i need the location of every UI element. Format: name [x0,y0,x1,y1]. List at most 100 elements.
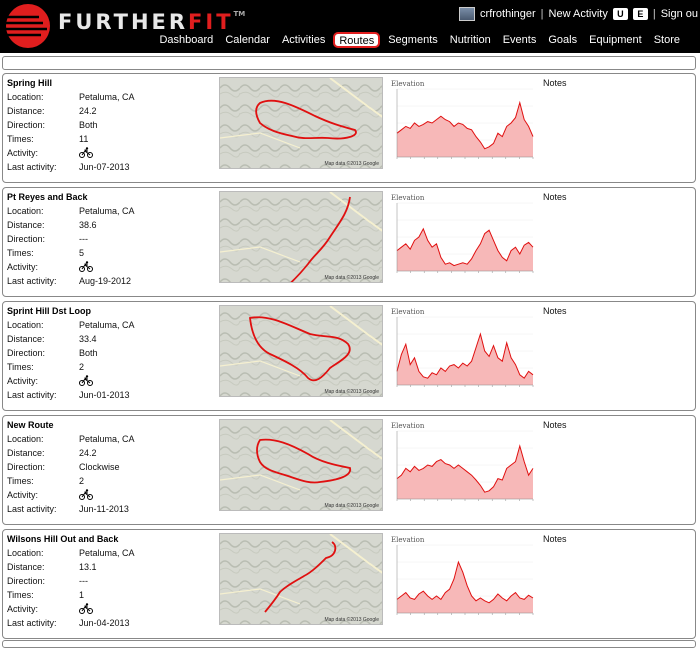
distance-label: Distance: [7,220,45,230]
last-activity-label: Last activity: [7,390,57,400]
route-name-link[interactable]: Wilsons Hill Out and Back [7,534,119,544]
route-card: Sprint Hill Dst Loop Location: Petaluma, C… [2,301,696,411]
route-name-link[interactable]: Pt Reyes and Back [7,192,88,202]
username-link[interactable]: crfrothinger [480,8,536,20]
nav-routes[interactable]: Routes [333,32,381,48]
bicycle-icon [79,375,93,386]
direction-value: --- [79,234,88,244]
last-activity-label: Last activity: [7,276,57,286]
direction-label: Direction: [7,462,46,472]
times-label: Times: [7,590,34,600]
times-value: 1 [79,590,85,600]
route-name-link[interactable]: New Route [7,420,54,430]
distance-label: Distance: [7,334,45,344]
map-credit: Map data ©2013 Google [324,161,379,167]
avatar[interactable] [459,7,476,21]
location-value: Petaluma, CA [79,320,135,330]
direction-value: Both [79,120,98,130]
top-header: FURTHERFITTM crfrothinger | New Activity… [0,0,700,53]
new-activity-link[interactable]: New Activity [548,8,608,20]
furtherfit-logo-icon[interactable] [3,3,53,49]
elevation-title: Elevation [391,80,425,88]
location-label: Location: [7,548,44,558]
direction-value: --- [79,576,88,586]
distance-label: Distance: [7,448,45,458]
route-name-link[interactable]: Sprint Hill Dst Loop [7,306,91,316]
route-map[interactable]: Map data ©2013 Google [219,305,383,397]
route-map[interactable]: Map data ©2013 Google [219,533,383,625]
notes-label: Notes [543,78,567,88]
nav-activities[interactable]: Activities [281,34,326,46]
brand-part-fit: FIT [188,10,234,34]
times-label: Times: [7,248,34,258]
location-label: Location: [7,92,44,102]
nav-calendar[interactable]: Calendar [225,34,270,46]
location-label: Location: [7,320,44,330]
map-credit: Map data ©2013 Google [324,275,379,281]
elevation-title: Elevation [391,308,425,316]
elevation-chart: Elevation [391,422,534,501]
direction-value: Both [79,348,98,358]
direction-label: Direction: [7,576,46,586]
last-activity-label: Last activity: [7,504,57,514]
direction-label: Direction: [7,234,46,244]
route-card: Spring Hill Location: Petaluma, CA Distance… [2,73,696,183]
nav-store[interactable]: Store [653,34,680,46]
nav-equipment[interactable]: Equipment [589,34,642,46]
last-activity-label: Last activity: [7,162,57,172]
trademark-mark: TM [233,10,246,18]
bicycle-icon [79,147,93,158]
elevation-chart: Elevation [391,536,534,615]
nav-goals[interactable]: Goals [548,34,578,46]
bicycle-icon [79,603,93,614]
direction-value: Clockwise [79,462,120,472]
elevation-chart: Elevation [391,308,534,387]
location-value: Petaluma, CA [79,92,135,102]
sign-out-link[interactable]: Sign ou [660,8,698,20]
location-value: Petaluma, CA [79,434,135,444]
activity-label: Activity: [7,490,39,500]
upload-u-button[interactable]: U [612,8,628,20]
direction-label: Direction: [7,348,46,358]
last-activity-label: Last activity: [7,618,57,628]
route-map[interactable]: Map data ©2013 Google [219,77,383,169]
bicycle-icon [79,489,93,500]
entry-e-button[interactable]: E [632,8,648,20]
times-label: Times: [7,362,34,372]
times-value: 2 [79,362,85,372]
distance-label: Distance: [7,562,45,572]
elevation-title: Elevation [391,422,425,430]
notes-label: Notes [543,420,567,430]
route-map[interactable]: Map data ©2013 Google [219,419,383,511]
last-activity-value: Jun-07-2013 [79,162,130,172]
nav-dashboard[interactable]: Dashboard [159,34,214,46]
distance-value: 24.2 [79,106,97,116]
elevation-title: Elevation [391,536,425,544]
nav-segments[interactable]: Segments [388,34,438,46]
times-label: Times: [7,134,34,144]
nav-nutrition[interactable]: Nutrition [449,34,491,46]
notes-label: Notes [543,534,567,544]
route-card: New Route Location: Petaluma, CA Distance: 2… [2,415,696,525]
times-value: 2 [79,476,85,486]
filter-bar [2,56,696,70]
user-bar: crfrothinger | New Activity U E | Sign o… [459,7,698,21]
brand-wordmark[interactable]: FURTHERFITTM [58,10,245,34]
route-name-link[interactable]: Spring Hill [7,78,52,88]
activity-label: Activity: [7,262,39,272]
notes-label: Notes [543,306,567,316]
map-credit: Map data ©2013 Google [324,617,379,623]
nav-events[interactable]: Events [502,34,537,46]
last-activity-value: Jun-04-2013 [79,618,130,628]
distance-value: 24.2 [79,448,97,458]
direction-label: Direction: [7,120,46,130]
last-activity-value: Jun-11-2013 [79,504,129,514]
activity-label: Activity: [7,604,39,614]
location-value: Petaluma, CA [79,206,135,216]
last-activity-value: Jun-01-2013 [79,390,130,400]
route-map[interactable]: Map data ©2013 Google [219,191,383,283]
route-card: Pt Reyes and Back Location: Petaluma, CA Di… [2,187,696,297]
distance-label: Distance: [7,106,45,116]
map-credit: Map data ©2013 Google [324,503,379,509]
times-value: 5 [79,248,85,258]
